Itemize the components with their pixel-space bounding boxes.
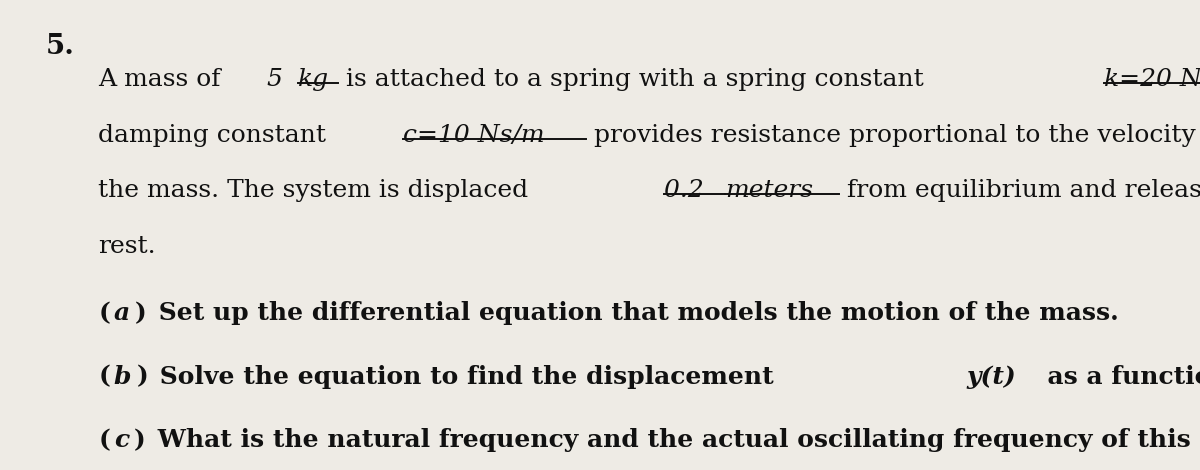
Text: (: (: [98, 365, 110, 389]
Text: damping constant: damping constant: [98, 124, 335, 147]
Text: Set up the differential equation that models the motion of the mass.: Set up the differential equation that mo…: [150, 301, 1118, 325]
Text: What is the natural frequency and the actual oscillating frequency of this: What is the natural frequency and the ac…: [149, 428, 1190, 452]
Text: provides resistance proportional to the velocity of: provides resistance proportional to the …: [586, 124, 1200, 147]
Text: (: (: [98, 301, 110, 325]
Text: meters: meters: [725, 179, 814, 202]
Text: ): ): [133, 428, 145, 452]
Text: the mass. The system is displaced: the mass. The system is displaced: [98, 179, 536, 202]
Text: a: a: [114, 301, 130, 325]
Text: A mass of: A mass of: [98, 68, 229, 91]
Text: 0.2: 0.2: [664, 179, 712, 202]
Text: rest.: rest.: [98, 235, 156, 258]
Text: c=10 Ns/m: c=10 Ns/m: [403, 124, 545, 147]
Text: 5.: 5.: [46, 33, 74, 60]
Text: as a function of time.: as a function of time.: [1031, 365, 1200, 389]
Text: y(t): y(t): [966, 365, 1016, 389]
Text: 5: 5: [266, 68, 290, 91]
Text: from equilibrium and released from: from equilibrium and released from: [839, 179, 1200, 202]
Text: ): ): [137, 365, 148, 389]
Text: Solve the equation to find the displacement: Solve the equation to find the displacem…: [151, 365, 782, 389]
Text: is attached to a spring with a spring constant: is attached to a spring with a spring co…: [337, 68, 931, 91]
Text: (: (: [98, 428, 110, 452]
Text: k=20 N/m: k=20 N/m: [1104, 68, 1200, 91]
Text: ): ): [134, 301, 146, 325]
Text: c: c: [114, 428, 128, 452]
Text: b: b: [114, 365, 131, 389]
Text: kg: kg: [298, 68, 329, 91]
